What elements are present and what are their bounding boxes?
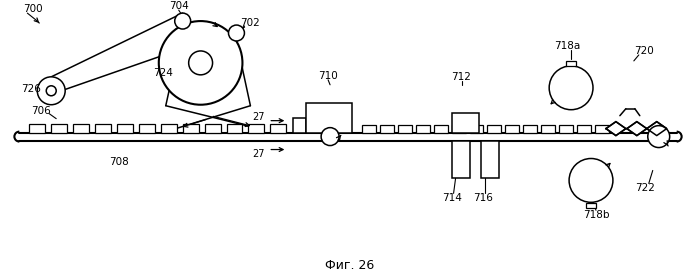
- Bar: [586, 203, 596, 208]
- Bar: [434, 125, 447, 133]
- Bar: [452, 113, 480, 133]
- Text: Фиг. 26: Фиг. 26: [326, 258, 374, 272]
- Bar: [524, 125, 537, 133]
- Text: 702: 702: [241, 18, 260, 28]
- Bar: [470, 125, 484, 133]
- Circle shape: [159, 21, 242, 105]
- Bar: [270, 124, 286, 133]
- Bar: [487, 125, 501, 133]
- Bar: [577, 125, 591, 133]
- Text: 722: 722: [635, 183, 654, 193]
- Text: 716: 716: [473, 193, 494, 203]
- Circle shape: [175, 13, 190, 29]
- Circle shape: [569, 158, 613, 202]
- Bar: [183, 124, 199, 133]
- Bar: [161, 124, 176, 133]
- Circle shape: [321, 128, 339, 146]
- Bar: [51, 124, 67, 133]
- Text: 712: 712: [452, 72, 472, 82]
- Bar: [416, 125, 430, 133]
- Text: 708: 708: [109, 157, 129, 167]
- Polygon shape: [647, 122, 666, 136]
- Text: 724: 724: [153, 68, 173, 78]
- Bar: [227, 124, 242, 133]
- Bar: [566, 61, 576, 66]
- Bar: [541, 125, 555, 133]
- Text: 704: 704: [169, 1, 188, 11]
- Text: 27: 27: [252, 112, 265, 122]
- Circle shape: [228, 25, 244, 41]
- Text: 700: 700: [23, 4, 43, 14]
- Text: 714: 714: [442, 193, 461, 203]
- Text: 720: 720: [634, 46, 654, 56]
- Bar: [505, 125, 519, 133]
- Text: 710: 710: [318, 71, 338, 81]
- Bar: [380, 125, 394, 133]
- Bar: [452, 141, 470, 178]
- Text: 718a: 718a: [554, 41, 580, 51]
- Bar: [482, 141, 499, 178]
- Bar: [204, 124, 220, 133]
- Bar: [306, 103, 352, 133]
- Bar: [362, 125, 376, 133]
- Text: 27: 27: [252, 148, 265, 158]
- Circle shape: [37, 77, 65, 105]
- Bar: [452, 125, 466, 133]
- Circle shape: [550, 66, 593, 110]
- Bar: [95, 124, 111, 133]
- Circle shape: [46, 86, 56, 96]
- Bar: [293, 118, 306, 133]
- Bar: [117, 124, 133, 133]
- Bar: [139, 124, 155, 133]
- Polygon shape: [606, 122, 626, 136]
- Bar: [248, 124, 265, 133]
- Text: 718b: 718b: [582, 210, 609, 220]
- Circle shape: [189, 51, 213, 75]
- Bar: [29, 124, 46, 133]
- Bar: [559, 125, 573, 133]
- Text: 706: 706: [32, 106, 51, 116]
- Polygon shape: [627, 122, 647, 136]
- Bar: [595, 125, 609, 133]
- Bar: [398, 125, 412, 133]
- Circle shape: [648, 126, 670, 148]
- Text: 726: 726: [22, 84, 41, 94]
- Bar: [73, 124, 89, 133]
